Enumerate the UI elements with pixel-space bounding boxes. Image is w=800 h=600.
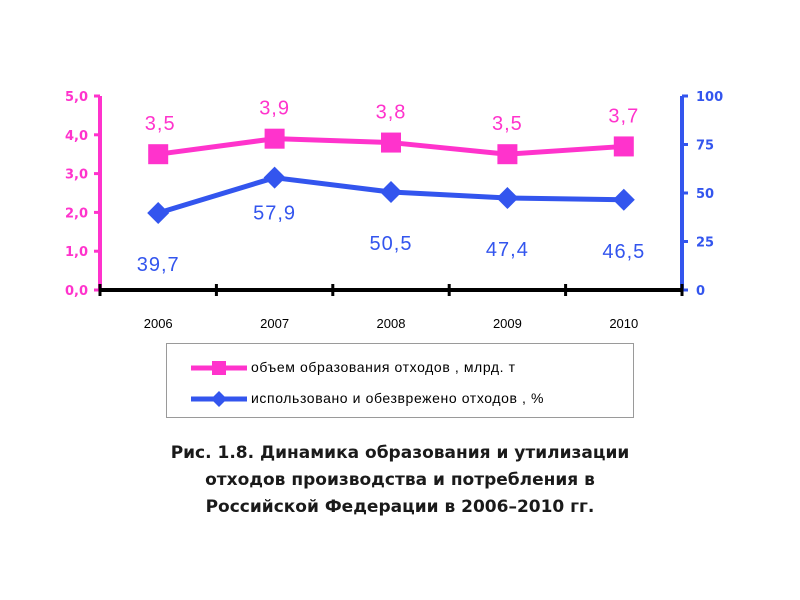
data-label: 57,9 [253, 203, 296, 225]
data-label: 3,8 [376, 102, 407, 124]
data-label: 39,7 [137, 254, 180, 276]
y-left-tick-label: 2,0 [65, 206, 88, 221]
data-point-diamond [380, 181, 402, 204]
data-point-diamond [147, 201, 170, 224]
caption-line-3: Российской Федерации в 2006–2010 гг. [205, 497, 595, 517]
data-point-square [381, 132, 401, 153]
data-point-square [264, 128, 285, 149]
data-point-square [497, 144, 518, 165]
legend-item-waste-used: использовано и обезврежено отходов , % [167, 389, 633, 409]
data-label: 3,7 [608, 105, 639, 127]
legend-item-waste-volume: объем образования отходов , млрд. т [167, 358, 633, 378]
legend-square-marker-icon [191, 361, 247, 375]
caption-line-2: отходов производства и потребления в [205, 470, 595, 490]
x-tick-label: 2007 [260, 316, 289, 331]
data-point-diamond [263, 166, 286, 189]
y-left-tick-label: 5,0 [65, 90, 88, 105]
data-point-square [148, 144, 169, 165]
data-label: 46,5 [602, 241, 645, 263]
data-point-diamond [496, 187, 519, 210]
legend-label-waste-used: использовано и обезврежено отходов , % [251, 390, 545, 406]
figure-caption: Рис. 1.8. Динамика образования и утилиза… [0, 440, 800, 521]
y-left-tick-label: 3,0 [65, 168, 88, 183]
y-left-tick-label: 1,0 [65, 245, 88, 260]
data-label: 3,5 [492, 113, 523, 135]
legend: объем образования отходов , млрд. т испо… [166, 343, 634, 418]
data-label: 47,4 [486, 239, 529, 261]
y-right-tick-label: 100 [696, 90, 723, 105]
data-point-square [613, 136, 634, 157]
x-tick-label: 2006 [144, 316, 173, 331]
data-label: 3,9 [259, 98, 290, 120]
y-left-tick-label: 0,0 [65, 284, 88, 299]
y-right-tick-label: 0 [696, 284, 705, 299]
x-tick-label: 2009 [493, 316, 522, 331]
chart: 0,0 1,0 2,0 3,0 4,0 5,0 0 25 50 75 100 2006 2007 2008… [65, 90, 723, 331]
y-left-tick-label: 4,0 [65, 129, 88, 144]
data-label: 3,5 [145, 113, 176, 135]
legend-diamond-marker-icon [191, 391, 247, 407]
x-tick-label: 2010 [609, 316, 638, 331]
caption-line-1: Рис. 1.8. Динамика образования и утилиза… [170, 443, 630, 463]
y-right-tick-label: 25 [696, 236, 714, 251]
data-label: 50,5 [370, 233, 413, 255]
legend-label-waste-volume: объем образования отходов , млрд. т [251, 359, 516, 375]
x-tick-label: 2008 [377, 316, 406, 331]
data-point-diamond [612, 188, 635, 211]
y-right-tick-label: 50 [696, 187, 714, 202]
y-right-tick-label: 75 [696, 139, 714, 154]
